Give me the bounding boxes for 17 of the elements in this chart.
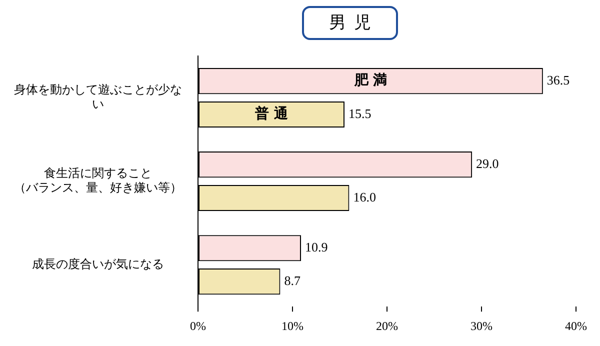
data-label: 8.7 — [284, 272, 301, 288]
y-tick-label: 身体を動かして遊ぶことが少ない — [14, 82, 182, 112]
x-tick-label: 40% — [565, 318, 587, 333]
series-label: 普 通 — [254, 105, 289, 122]
data-label: 16.0 — [353, 189, 376, 204]
data-label: 10.9 — [305, 240, 328, 255]
data-label: 29.0 — [476, 156, 499, 172]
x-tick-label: 30% — [470, 318, 492, 333]
x-tick-label: 10% — [282, 318, 304, 333]
series-label: 肥 満 — [353, 72, 388, 89]
y-tick-label: 食生活に関すること（バランス、量、好き嫌い等） — [14, 166, 182, 195]
data-label: 15.5 — [348, 106, 372, 121]
data-label: 36.5 — [546, 72, 570, 88]
x-tick-label: 20% — [376, 318, 398, 333]
y-tick-label: 成長の度合いが気になる — [32, 256, 164, 271]
x-tick-label: 0% — [190, 318, 206, 333]
chart-title: 男児 — [302, 6, 398, 40]
